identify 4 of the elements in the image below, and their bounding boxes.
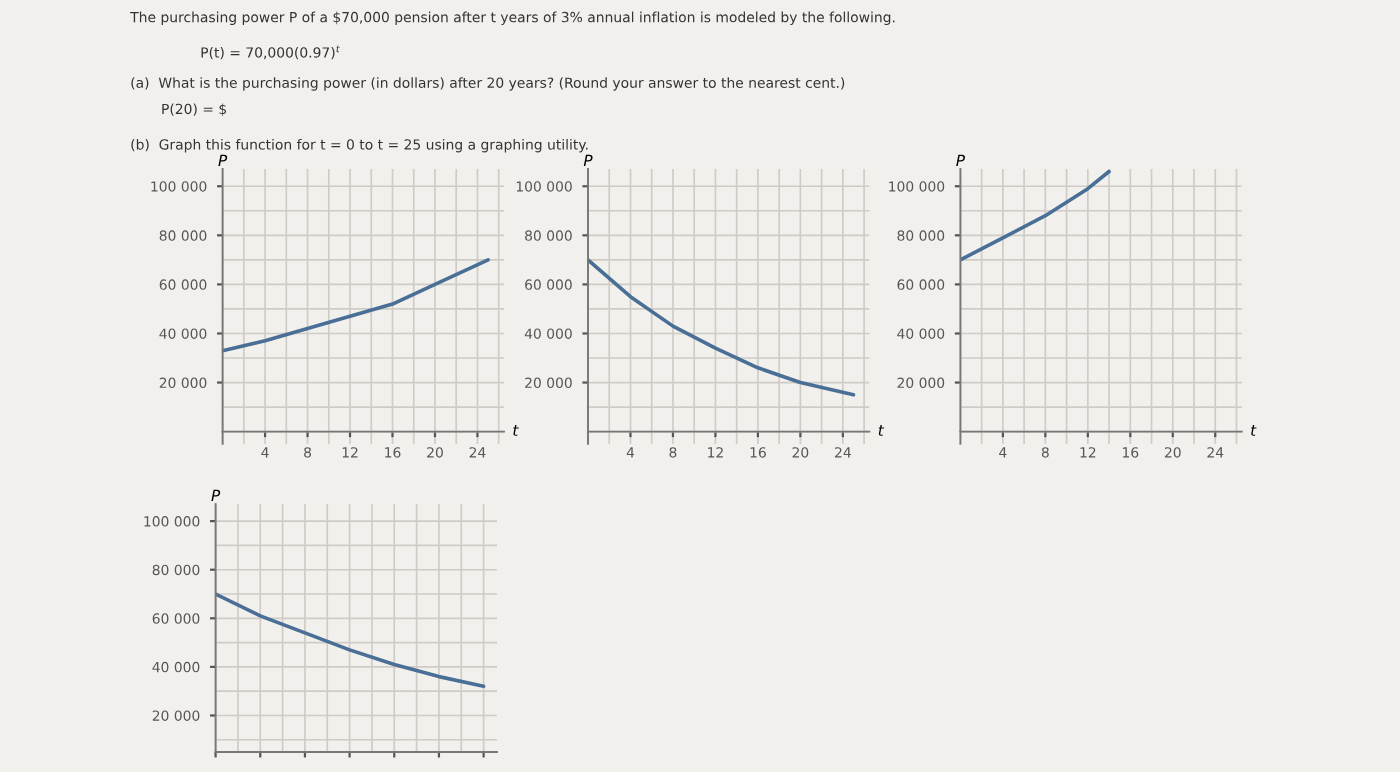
- line-series: [960, 169, 1111, 262]
- line-series: [588, 258, 856, 397]
- line-series: [222, 258, 490, 353]
- line-series: [215, 592, 486, 689]
